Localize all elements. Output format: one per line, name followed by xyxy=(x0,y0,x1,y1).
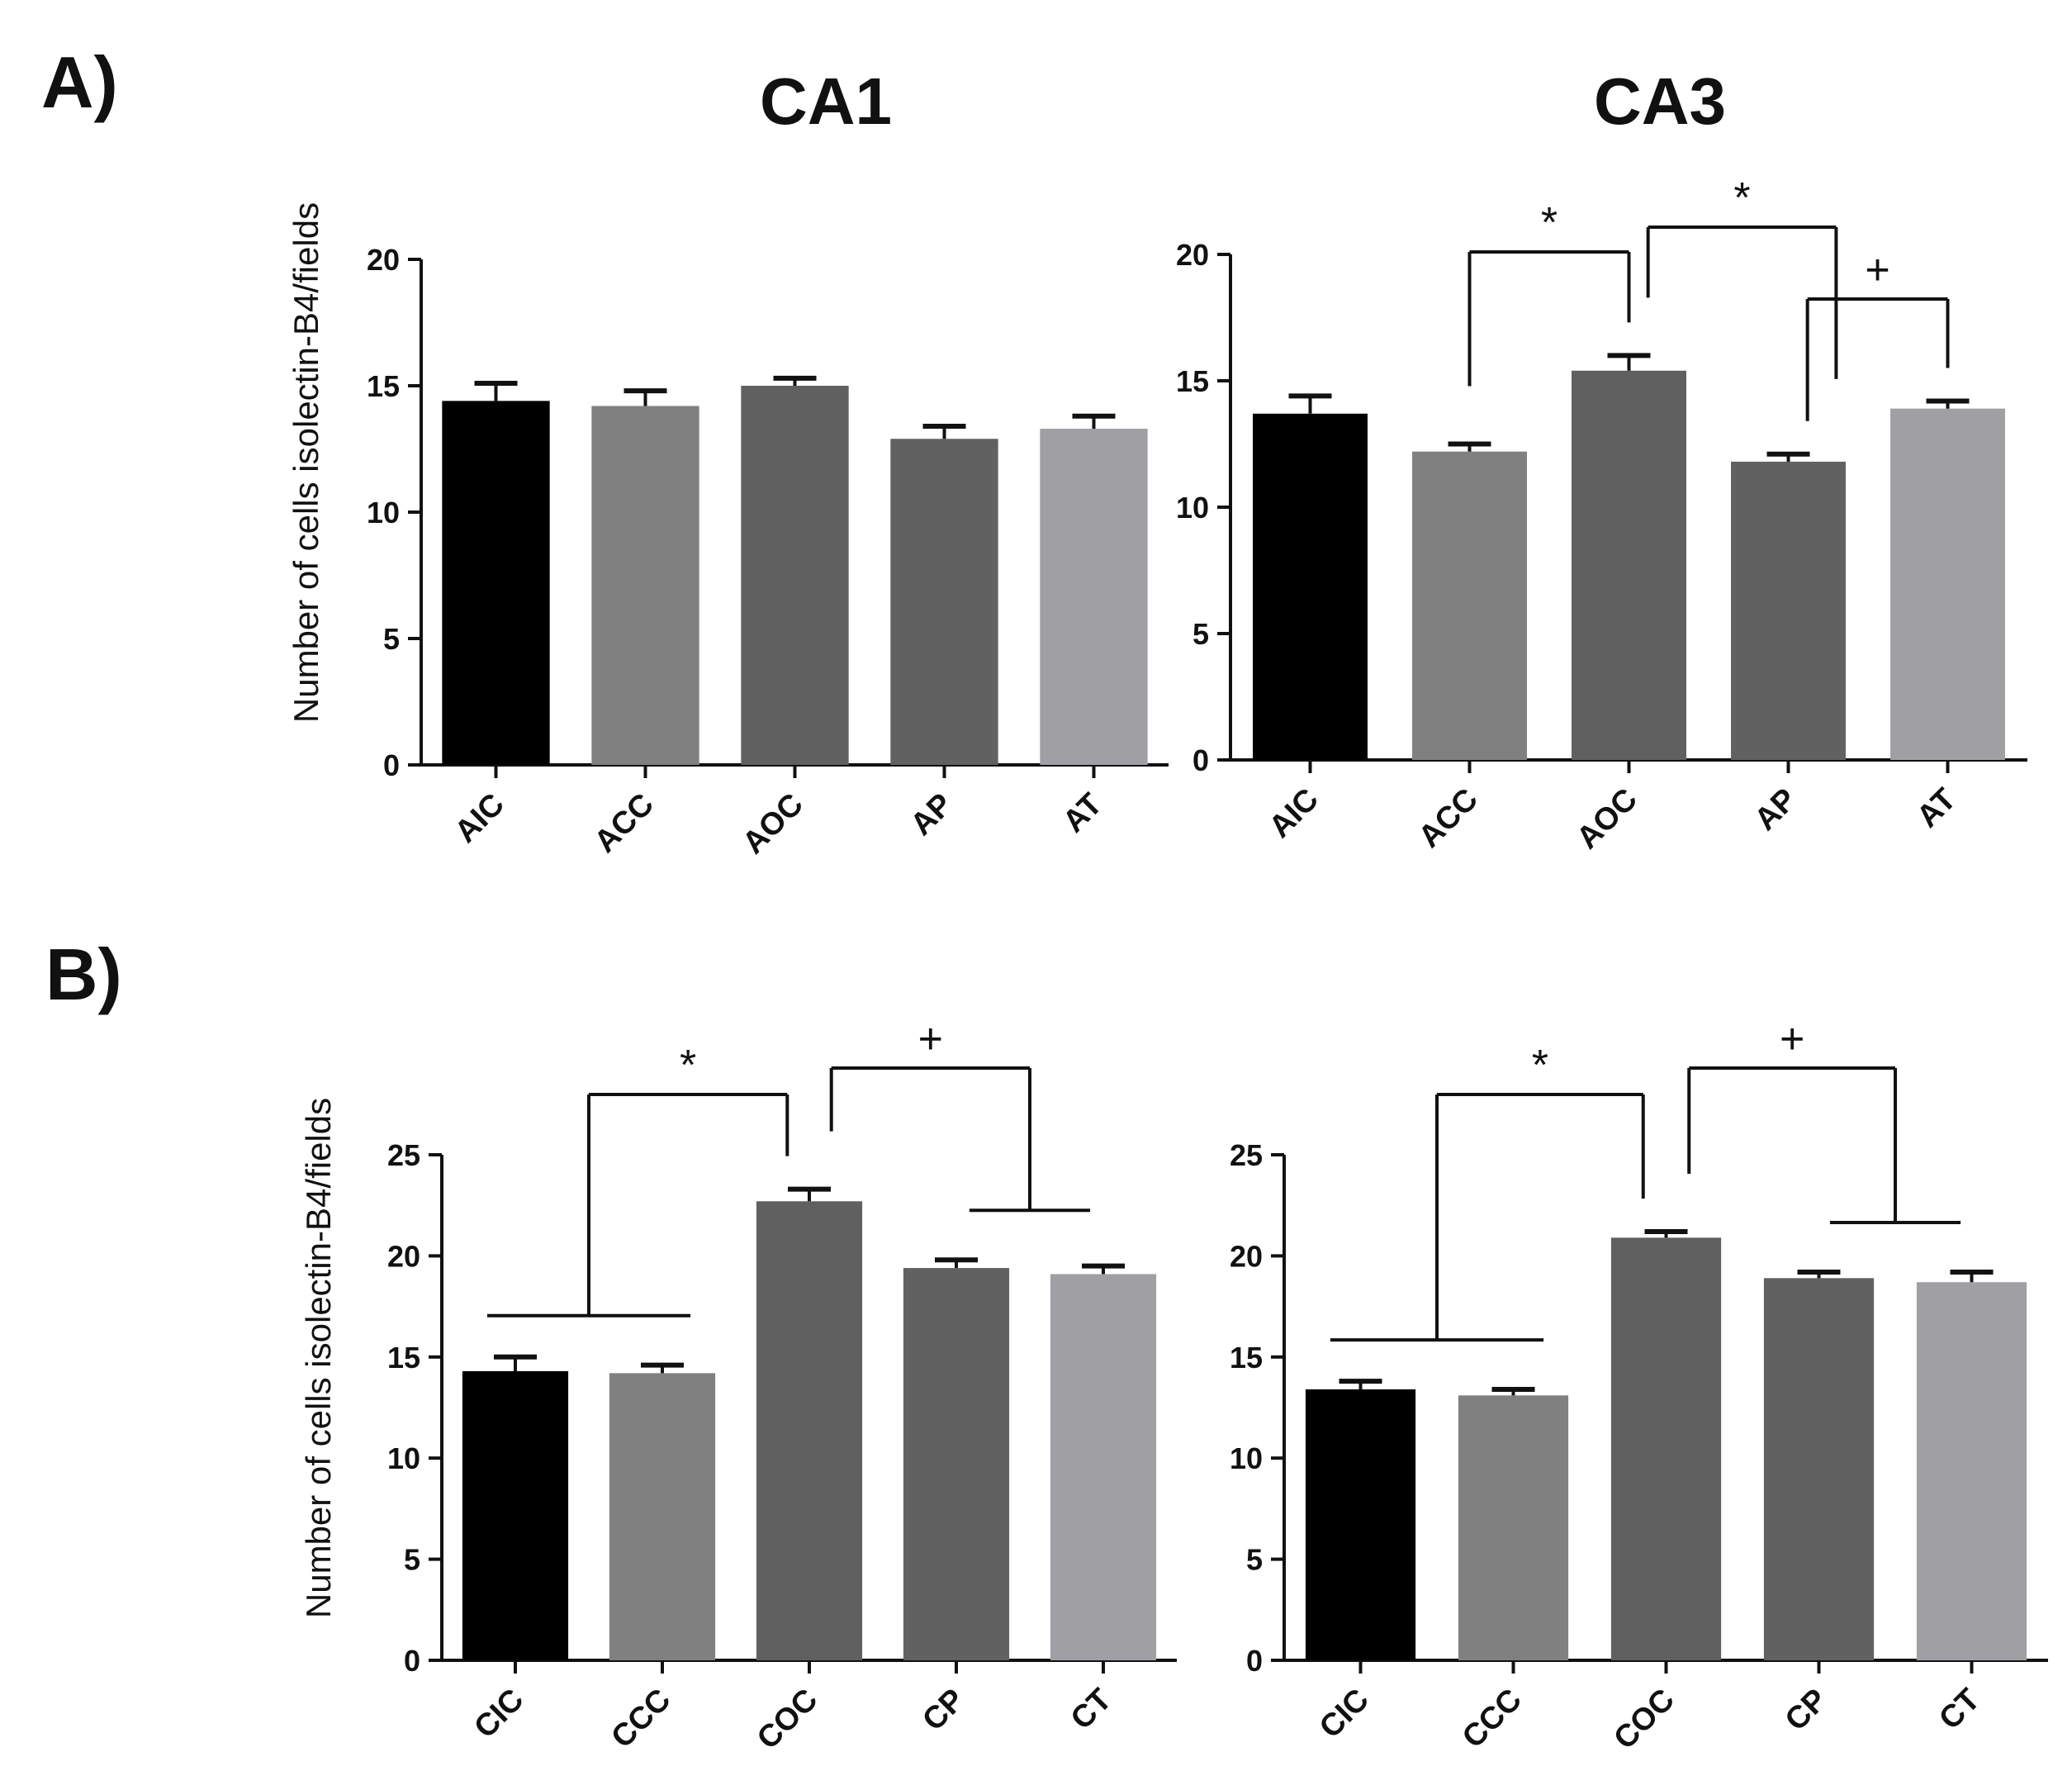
x-tick-label: AT xyxy=(1910,782,1963,835)
x-tick-label: CIC xyxy=(1313,1683,1376,1745)
bar-acc xyxy=(1412,451,1527,760)
bar-cic xyxy=(462,1370,569,1660)
bar-ccc xyxy=(609,1373,716,1660)
significance-bracket: * xyxy=(1646,174,1838,379)
y-tick-label: 10 xyxy=(387,1441,420,1475)
x-tick-label: AP xyxy=(1748,782,1804,838)
bar-ccc xyxy=(1458,1395,1569,1660)
y-axis-label: Number of cells isolectin-B4/fields xyxy=(299,1098,338,1618)
significance-bracket: + xyxy=(1687,1015,1961,1224)
significance-label: * xyxy=(1532,1042,1548,1090)
y-tick-label: 20 xyxy=(1230,1239,1263,1273)
y-tick-label: 0 xyxy=(1246,1644,1263,1678)
x-tick-label: COC xyxy=(1607,1683,1681,1756)
significance-bracket: + xyxy=(1805,246,1950,421)
column-title-ca3: CA3 xyxy=(1594,64,1726,138)
x-tick-label: AOC xyxy=(736,787,809,861)
chart-a-ca3: 0 5 10 15 20 AIC ACC AOC AP AT * * + xyxy=(1176,174,2027,856)
x-tick-label: ACC xyxy=(1412,782,1485,855)
y-tick-label: 20 xyxy=(387,1239,420,1273)
y-tick-label: 15 xyxy=(387,1341,420,1375)
y-tick-label: 5 xyxy=(383,622,400,656)
y-axis-label: Number of cells isolectin-B4/fields xyxy=(287,202,325,723)
y-tick-label: 15 xyxy=(1176,364,1209,398)
panel-label-a: A) xyxy=(41,41,118,123)
bar-at xyxy=(1890,408,2005,760)
significance-label: * xyxy=(1733,174,1750,222)
bar-coc xyxy=(756,1201,863,1660)
bar-cic xyxy=(1305,1389,1416,1660)
x-tick-label: CT xyxy=(1064,1683,1119,1737)
chart-a-ca1: 0 5 10 15 20 Number of cells isolectin-B4/fie… xyxy=(287,202,1169,861)
bar-cp xyxy=(903,1268,1010,1660)
significance-bracket: * xyxy=(486,1042,789,1318)
y-tick-label: 25 xyxy=(387,1138,420,1172)
y-tick-label: 25 xyxy=(1230,1138,1263,1172)
x-tick-label: COC xyxy=(751,1683,824,1756)
bar-aoc xyxy=(741,386,849,765)
significance-bracket: + xyxy=(829,1015,1091,1213)
x-tick-label: AT xyxy=(1056,787,1109,840)
significance-label: * xyxy=(680,1042,696,1090)
y-tick-label: 5 xyxy=(1246,1543,1263,1577)
significance-label: + xyxy=(918,1015,943,1063)
y-tick-label: 15 xyxy=(367,369,400,403)
y-tick-label: 0 xyxy=(383,748,400,782)
bar-ct xyxy=(1916,1282,2027,1660)
y-tick-label: 15 xyxy=(1230,1341,1263,1375)
bar-ap xyxy=(890,439,998,765)
chart-b-right: 0 5 10 15 20 25 CIC CCC COC CP CT * + xyxy=(1230,1015,2048,1756)
x-tick-label: CCC xyxy=(1456,1683,1529,1755)
bar-at xyxy=(1040,429,1148,765)
x-tick-label: AP xyxy=(904,787,960,843)
bar-aoc xyxy=(1572,370,1686,760)
chart-b-left: 0 5 10 15 20 25 Number of cells isolectin-B4/f… xyxy=(299,1015,1177,1756)
panel-label-b: B) xyxy=(45,933,122,1015)
x-tick-label: AOC xyxy=(1570,782,1643,856)
x-tick-label: AIC xyxy=(1263,782,1325,845)
x-tick-label: CIC xyxy=(467,1683,530,1745)
bar-aic xyxy=(1253,413,1368,760)
y-tick-label: 0 xyxy=(404,1644,420,1678)
bar-acc xyxy=(591,406,699,765)
y-tick-label: 20 xyxy=(367,243,400,277)
x-tick-label: CP xyxy=(916,1683,971,1738)
x-tick-label: ACC xyxy=(588,787,661,860)
column-title-ca1: CA1 xyxy=(760,64,892,138)
bar-ct xyxy=(1050,1274,1157,1660)
y-tick-label: 5 xyxy=(1192,617,1209,651)
y-tick-label: 10 xyxy=(367,496,400,529)
significance-label: + xyxy=(1865,246,1889,294)
y-tick-label: 10 xyxy=(1230,1441,1263,1475)
significance-bracket: * xyxy=(1467,199,1631,387)
x-tick-label: AIC xyxy=(448,787,511,850)
significance-bracket: * xyxy=(1330,1042,1645,1342)
y-tick-label: 0 xyxy=(1192,743,1209,777)
y-tick-label: 10 xyxy=(1176,491,1209,525)
x-tick-label: CT xyxy=(1932,1683,1987,1737)
significance-label: * xyxy=(1541,199,1558,247)
x-tick-label: CP xyxy=(1779,1683,1834,1738)
bar-aic xyxy=(442,401,550,765)
y-tick-label: 5 xyxy=(404,1543,420,1577)
y-tick-label: 20 xyxy=(1176,238,1209,272)
bar-ap xyxy=(1731,461,1846,760)
significance-label: + xyxy=(1780,1015,1804,1063)
bar-coc xyxy=(1610,1237,1722,1660)
bar-cp xyxy=(1763,1278,1875,1660)
x-tick-label: CCC xyxy=(605,1683,677,1755)
